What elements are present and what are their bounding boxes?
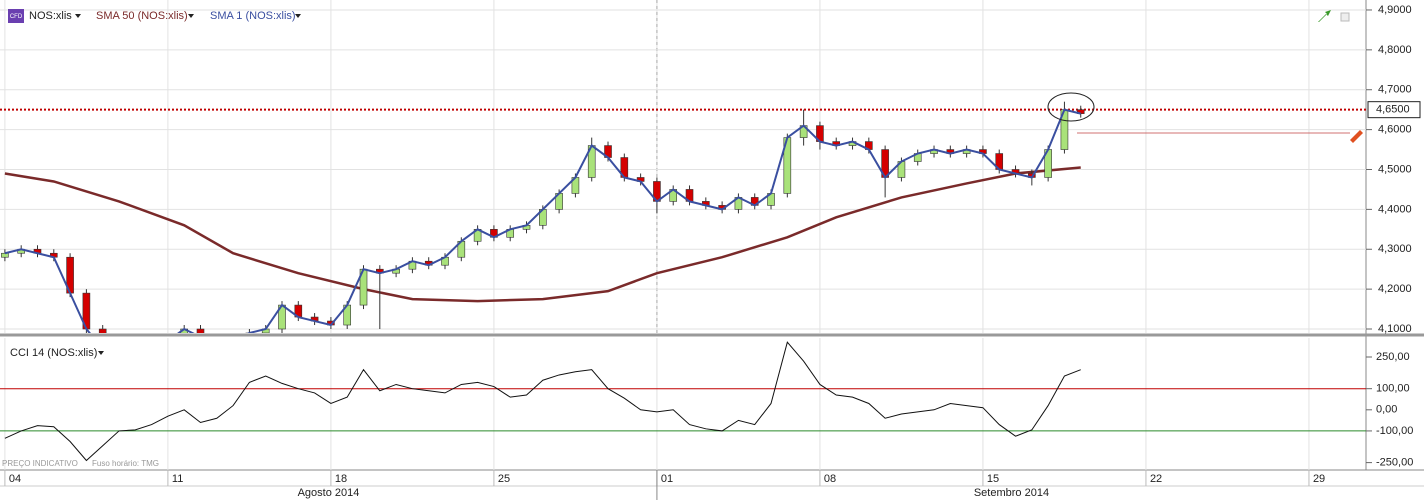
legend-entry[interactable]: NOS:xlis <box>29 10 72 22</box>
badge-icon <box>8 9 24 23</box>
y-tick-label: 4,8000 <box>1378 44 1412 56</box>
y-tick-label: 4,5000 <box>1378 163 1412 175</box>
sma-line <box>4 108 1081 333</box>
dropdown-arrow[interactable] <box>188 14 194 18</box>
x-tick-label: 01 <box>661 473 673 485</box>
window-button[interactable] <box>1340 12 1350 22</box>
x-tick-label: 15 <box>987 473 999 485</box>
y-tick-label: 250,00 <box>1376 351 1410 363</box>
dropdown-arrow[interactable] <box>98 351 104 355</box>
month-label: Agosto 2014 <box>298 487 360 499</box>
x-tick-label: 04 <box>9 473 21 485</box>
y-tick-label: 4,6000 <box>1378 124 1412 136</box>
axes: 04 11 18 25 01 08 15 22 29 Agosto 2014 Setembro 20… <box>4 4 1421 500</box>
note: PREÇO INDICATIVO <box>2 459 78 468</box>
annotation-ellipse <box>1047 92 1095 122</box>
order-icon[interactable] <box>1350 130 1363 143</box>
note: Fuso horário: TMG <box>92 459 159 468</box>
current-price-label: 4,6500 <box>1376 104 1410 116</box>
x-tick-label: 11 <box>172 473 183 485</box>
badge: CFD <box>10 14 23 20</box>
sma-line <box>4 166 1081 303</box>
y-tick-label: 100,00 <box>1376 383 1410 395</box>
cci-panel <box>0 338 1366 470</box>
trend-icon[interactable] <box>1318 10 1331 22</box>
y-tick-label: -250,00 <box>1376 457 1413 469</box>
x-tick-label: 08 <box>824 473 836 485</box>
legend-entry[interactable]: CCI 14 (NOS:xlis) <box>10 347 97 359</box>
y-tick-label: 4,9000 <box>1378 4 1412 16</box>
y-tick-label: 4,1000 <box>1378 323 1412 335</box>
y-tick-label: 4,3000 <box>1378 243 1412 255</box>
candle-body <box>98 328 107 333</box>
price-panel <box>0 0 1366 333</box>
x-tick-label: 22 <box>1150 473 1162 485</box>
y-tick-label: -100,00 <box>1376 425 1413 437</box>
dropdown-arrow[interactable] <box>75 14 81 18</box>
x-tick-label: 18 <box>335 473 347 485</box>
candle-body <box>1 252 9 258</box>
y-tick-label: 4,2000 <box>1378 283 1412 295</box>
x-tick-label: 29 <box>1313 473 1325 485</box>
x-tick-label: 25 <box>498 473 510 485</box>
legend-entry[interactable]: SMA 1 (NOS:xlis) <box>210 10 296 22</box>
dropdown-arrow[interactable] <box>295 14 301 18</box>
y-tick-label: 0,00 <box>1376 404 1397 416</box>
y-tick-label: 4,4000 <box>1378 203 1412 215</box>
y-tick-label: 4,7000 <box>1378 84 1412 96</box>
cci-line <box>4 341 1081 462</box>
candle-body <box>196 328 205 333</box>
current-price-box <box>1367 101 1421 119</box>
legend-entry[interactable]: SMA 50 (NOS:xlis) <box>96 10 188 22</box>
month-label: Setembro 2014 <box>974 487 1049 499</box>
